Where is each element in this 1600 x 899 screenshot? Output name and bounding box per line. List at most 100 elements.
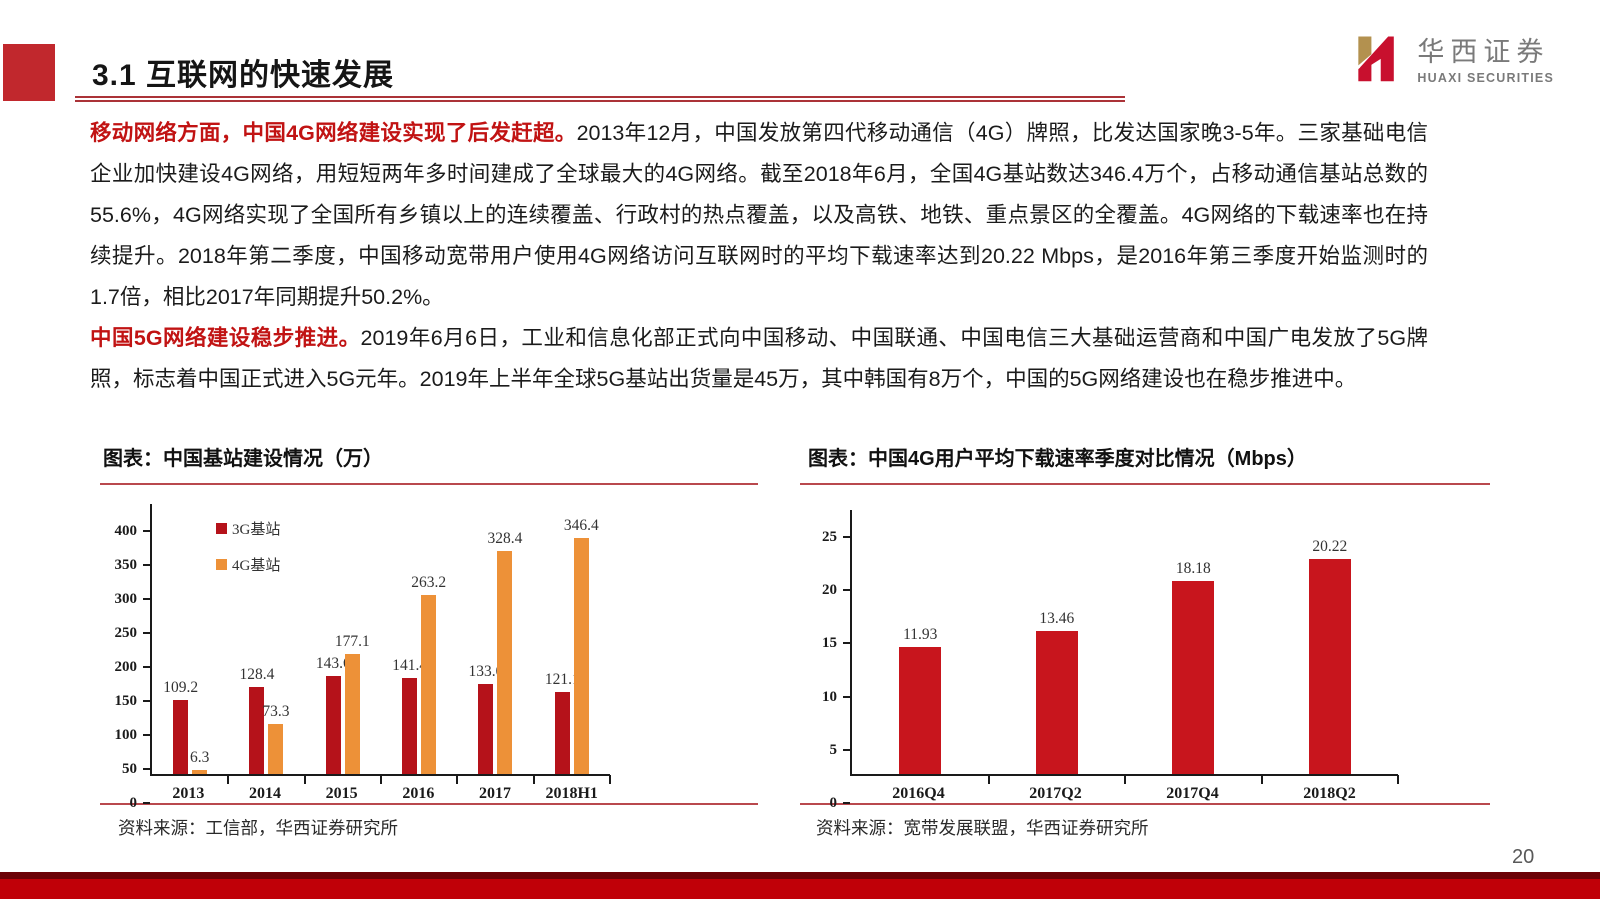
- data-label: 13.46: [1039, 609, 1075, 627]
- bar-4G基站: 346.4: [564, 517, 599, 774]
- y-tick-label: 5: [829, 741, 838, 758]
- y-tick-mark: [843, 695, 850, 698]
- y-tick-mark: [143, 666, 150, 668]
- y-axis: 0 50 100 150 200 250 300 350 400: [104, 523, 150, 811]
- bar-4G基站: 6.3: [190, 749, 209, 774]
- y-tick-label: 0: [129, 795, 138, 811]
- y-tick-mark: [843, 536, 850, 538]
- legend-label: 4G基站: [232, 558, 281, 574]
- y-tick-label: 50: [122, 761, 137, 777]
- x-tick-label: 2015: [325, 785, 358, 802]
- x-tick-label: 2013: [172, 785, 205, 802]
- paragraph-5g-network: 中国5G网络建设稳步推进。2019年6月6日，工业和信息化部正式向中国移动、中国…: [90, 318, 1428, 400]
- y-tick-mark: [143, 768, 150, 770]
- x-tick-mark: [1260, 775, 1263, 784]
- bar-4G基站: 328.4: [488, 530, 522, 774]
- y-tick-label: 25: [822, 529, 837, 545]
- bar-group: 11.93: [852, 510, 990, 784]
- y-tick-label: 15: [822, 635, 837, 652]
- x-tick-mark: [227, 775, 230, 784]
- y-tick-label: 250: [114, 625, 138, 641]
- figure-caption: 图表：中国基站建设情况（万）: [103, 448, 383, 470]
- plot-column: 11.93 13.46 18.18 20.22 2016Q4 2017Q2 2017Q4 20…: [850, 510, 1399, 803]
- data-label: 346.4: [563, 517, 599, 535]
- data-label: 133.0: [468, 662, 504, 680]
- bar-group: 109.2 6.3: [152, 504, 230, 784]
- x-tick-mark: [987, 775, 990, 784]
- bar-chart-download-speed: 0 5 10 15 20 25 11.93 13.46 18.18 20.22 2016Q4 2017…: [806, 510, 1399, 811]
- bar-平均下载速率: 18.18: [1172, 560, 1215, 774]
- y-tick-label: 400: [114, 523, 138, 539]
- bar-group: 18.18: [1125, 510, 1263, 784]
- x-tick-mark: [608, 775, 611, 784]
- x-tick-mark: [379, 775, 382, 784]
- bar-4G基站: 177.1: [335, 633, 370, 774]
- bar-group: 143.6 177.1: [305, 504, 382, 784]
- paragraph-lead: 中国5G网络建设稳步推进。: [90, 326, 361, 350]
- bar-group: 141.4 263.2: [381, 504, 459, 784]
- bar-group: 20.22: [1262, 510, 1399, 784]
- y-tick-label: 10: [822, 688, 837, 705]
- bar-平均下载速率: 20.22: [1308, 538, 1351, 774]
- y-tick-label: 20: [822, 582, 837, 599]
- y-tick-mark: [143, 564, 150, 566]
- bar-4G基站: 263.2: [411, 574, 446, 774]
- data-label: 20.22: [1312, 537, 1348, 555]
- title-accent-square: [3, 44, 55, 101]
- data-label: 121.1: [544, 670, 580, 688]
- data-label: 143.6: [315, 655, 351, 673]
- bar-3G基站: 133.0: [469, 663, 503, 774]
- x-tick-label: 2014: [249, 785, 281, 802]
- page-number: 20: [1512, 846, 1535, 868]
- y-tick-mark: [143, 598, 150, 600]
- figure-rule-bottom: [800, 803, 1490, 805]
- y-tick-label: 150: [114, 693, 138, 709]
- x-axis-labels: 2013 2014 2015 2016 2017 2018H1: [150, 776, 610, 803]
- x-tick-label: 2018Q2: [1303, 785, 1356, 802]
- logo: 华西证券 HUAXI SECURITIES: [1349, 28, 1554, 86]
- logo-name-cn: 华西证券: [1417, 36, 1550, 67]
- figures-row: 图表：中国基站建设情况（万） 0 50 100 150 200 250 300 350 400 1…: [100, 436, 1490, 840]
- logo-text: 华西证券 HUAXI SECURITIES: [1417, 30, 1554, 85]
- y-tick-mark: [143, 530, 150, 532]
- title-rule: [75, 96, 1125, 102]
- x-tick-label: 2016Q4: [892, 785, 945, 802]
- y-tick-mark: [843, 748, 850, 751]
- figure-source: 资料来源：工信部，华西证券研究所: [118, 818, 398, 838]
- y-tick-label: 300: [114, 591, 138, 607]
- x-tick-mark: [303, 775, 306, 784]
- y-tick-mark: [143, 700, 150, 702]
- legend-swatch-icon: [216, 559, 227, 570]
- paragraph-body: 2013年12月，中国发放第四代移动通信（4G）牌照，比发达国家晚3-5年。三家…: [90, 121, 1428, 309]
- x-tick-label: 2017Q2: [1029, 785, 1082, 802]
- x-tick-mark: [532, 775, 535, 784]
- x-tick-mark: [1124, 775, 1126, 784]
- huaxi-logo-icon: [1358, 36, 1395, 82]
- legend-item: 4G基站: [216, 554, 280, 575]
- bar-group: 13.46: [989, 510, 1126, 784]
- y-tick-mark: [843, 642, 850, 645]
- data-label: 141.4: [392, 656, 428, 674]
- y-tick-label: 100: [114, 727, 138, 743]
- legend-item: 3G基站: [216, 518, 280, 539]
- page-title: 3.1 互联网的快速发展: [92, 59, 395, 92]
- figure-rule-bottom: [100, 803, 758, 805]
- bottom-bar: [0, 872, 1600, 899]
- y-tick-label: 0: [829, 795, 838, 811]
- bar-3G基站: 121.1: [545, 671, 580, 774]
- figure-caption: 图表：中国4G用户平均下载速率季度对比情况（Mbps）: [808, 448, 1307, 470]
- legend-label: 3G基站: [232, 522, 281, 538]
- figure-rule-top: [800, 483, 1490, 485]
- plot-column: 109.2 6.3 128.4 73.3 143.6 177.1 141.4 263.2 133…: [150, 504, 611, 803]
- paragraph-body: 2019年6月6日，工业和信息化部正式向中国移动、中国联通、中国电信三大基础运营…: [90, 326, 1428, 391]
- figure-download-speed: 图表：中国4G用户平均下载速率季度对比情况（Mbps） 0 5 10 15 20 25 11…: [800, 436, 1490, 840]
- bar-group: 133.0 328.4: [457, 504, 535, 784]
- y-tick-mark: [143, 734, 150, 736]
- chart-area: 0 5 10 15 20 25 11.93 13.46 18.18 20.22 2016Q4 2017…: [800, 485, 1490, 811]
- bar-3G基站: 143.6: [316, 655, 351, 774]
- data-label: 73.3: [262, 703, 290, 721]
- bar-chart-base-stations: 0 50 100 150 200 250 300 350 400 109.2 6.3 128.4 73.…: [104, 504, 611, 811]
- body-text: 移动网络方面，中国4G网络建设实现了后发赶超。2013年12月，中国发放第四代移…: [90, 113, 1428, 400]
- y-axis: 0 5 10 15 20 25: [806, 529, 850, 811]
- figure-base-stations: 图表：中国基站建设情况（万） 0 50 100 150 200 250 300 350 400 1…: [100, 436, 758, 840]
